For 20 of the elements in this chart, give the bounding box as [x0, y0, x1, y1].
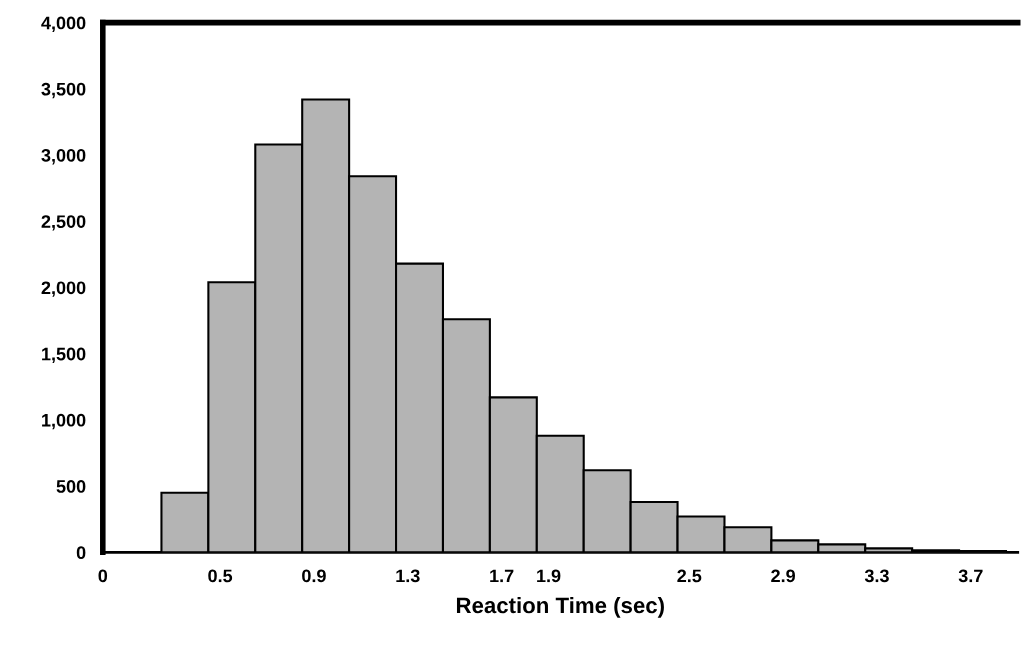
x-tick-label: 1.9 — [537, 569, 561, 583]
y-tick-label: 3,500 — [41, 82, 86, 99]
x-axis-title: Reaction Time (sec) — [456, 596, 664, 618]
y-tick-label: 500 — [56, 480, 86, 493]
x-tick-label: 0.9 — [302, 569, 326, 583]
x-tick-label: 2.9 — [771, 569, 796, 583]
x-tick-label: 3.3 — [864, 569, 889, 583]
y-tick-label: 4,000 — [41, 16, 86, 32]
y-tick-label: 0 — [76, 546, 86, 560]
y-tick-label: 3,000 — [41, 148, 86, 165]
x-tick-label: 0.5 — [208, 569, 233, 583]
y-tick-label: 2,500 — [41, 215, 86, 231]
y-tick-label: 2,000 — [41, 281, 86, 297]
x-tick-label: 3.7 — [958, 569, 983, 583]
x-tick-label: 0 — [98, 569, 108, 583]
x-tick-label: 1.3 — [396, 569, 420, 583]
x-tick-label: 1.7 — [490, 569, 514, 583]
y-tick-label: 1,500 — [42, 347, 86, 364]
y-tick-label: 1,000 — [42, 413, 86, 430]
x-tick-label: 2.5 — [677, 569, 702, 583]
